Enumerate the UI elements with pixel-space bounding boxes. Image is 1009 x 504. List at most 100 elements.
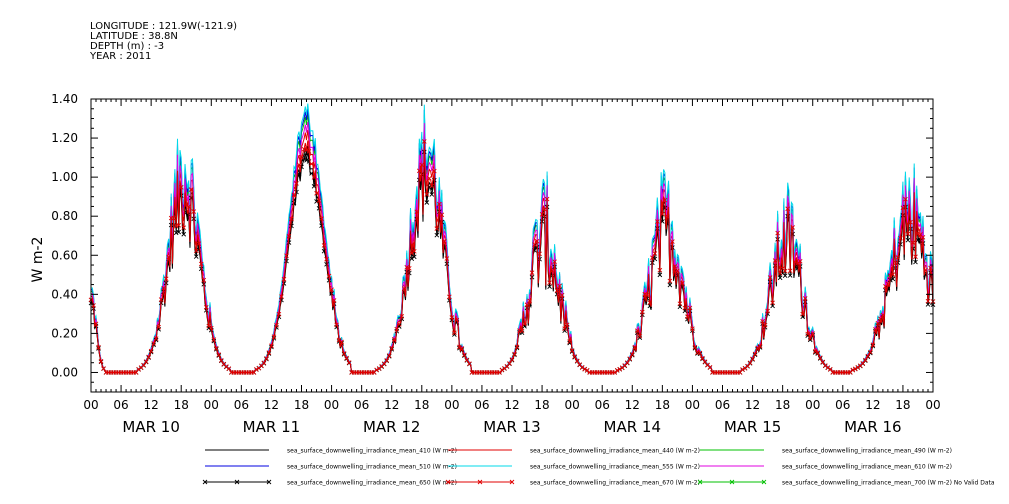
series-point-8 bbox=[314, 191, 319, 196]
series-point-8 bbox=[213, 345, 219, 351]
series-point-8 bbox=[101, 366, 106, 371]
series-point-8 bbox=[176, 223, 182, 228]
series-point-8 bbox=[617, 366, 623, 372]
series-point-8 bbox=[326, 273, 332, 279]
series-point-8 bbox=[261, 360, 267, 366]
series-point-8 bbox=[201, 277, 207, 283]
series-point-8 bbox=[216, 352, 222, 358]
series-point-8 bbox=[452, 330, 457, 336]
series-point-8 bbox=[133, 370, 139, 375]
x-tick-label: 12 bbox=[745, 398, 760, 412]
series-point-8 bbox=[767, 275, 773, 280]
series-point-8 bbox=[850, 367, 856, 373]
series-point-8 bbox=[384, 357, 390, 363]
series-point-8 bbox=[156, 324, 161, 330]
series-point-8 bbox=[401, 286, 407, 291]
series-point-7 bbox=[304, 157, 309, 163]
legend-marker bbox=[477, 479, 483, 485]
series-point-7 bbox=[286, 240, 292, 245]
series-layer bbox=[88, 103, 936, 375]
series-point-8 bbox=[810, 331, 816, 336]
series-point-8 bbox=[93, 321, 99, 327]
series-point-8 bbox=[875, 320, 881, 326]
series-point-8 bbox=[447, 294, 452, 300]
series-point-8 bbox=[396, 321, 402, 327]
series-point-8 bbox=[687, 305, 693, 311]
series-point-8 bbox=[96, 344, 101, 350]
series-point-8 bbox=[462, 352, 467, 358]
series-point-8 bbox=[820, 359, 826, 365]
series-point-7 bbox=[637, 335, 643, 340]
series-point-7 bbox=[787, 273, 793, 278]
series-point-7 bbox=[782, 273, 788, 278]
series-point-8 bbox=[567, 339, 572, 344]
series-point-7 bbox=[316, 206, 322, 211]
series-point-8 bbox=[925, 298, 931, 304]
series-point-7 bbox=[890, 276, 896, 282]
series-point-8 bbox=[424, 192, 430, 197]
series-point-8 bbox=[913, 254, 918, 260]
series-point-8 bbox=[434, 226, 440, 231]
series-point-7 bbox=[429, 192, 435, 197]
legend-entry-3: sea_surface_downwelling_irradiance_mean_… bbox=[700, 448, 952, 455]
series-point-8 bbox=[404, 264, 410, 270]
legend-label: sea_surface_downwelling_irradiance_mean_… bbox=[287, 480, 457, 487]
series-point-7 bbox=[888, 277, 893, 283]
series-point-8 bbox=[908, 219, 913, 225]
legend-marker bbox=[202, 479, 208, 485]
series-point-8 bbox=[920, 235, 926, 240]
legend-layer: sea_surface_downwelling_irradiance_mean_… bbox=[202, 448, 995, 487]
x-tick-label: 12 bbox=[504, 398, 519, 412]
series-point-8 bbox=[755, 345, 760, 351]
series-point-8 bbox=[652, 251, 658, 256]
series-point-8 bbox=[827, 366, 833, 372]
series-point-8 bbox=[860, 360, 866, 366]
legend-label: sea_surface_downwelling_irradiance_mean_… bbox=[287, 464, 457, 471]
legend-marker bbox=[697, 479, 703, 485]
x-tick-label: 06 bbox=[595, 398, 610, 412]
x-tick-label: 18 bbox=[174, 398, 189, 412]
series-point-8 bbox=[667, 278, 673, 284]
series-point-8 bbox=[893, 260, 898, 266]
series-point-8 bbox=[807, 335, 813, 341]
x-tick-label: 12 bbox=[144, 398, 159, 412]
series-point-8 bbox=[449, 315, 455, 320]
series-point-8 bbox=[341, 351, 347, 356]
series-point-8 bbox=[762, 322, 768, 328]
series-point-8 bbox=[817, 355, 823, 361]
series-point-8 bbox=[670, 239, 675, 244]
series-point-8 bbox=[574, 358, 580, 364]
series-line-3 bbox=[90, 114, 934, 373]
series-point-7 bbox=[667, 282, 673, 288]
series-point-8 bbox=[421, 139, 427, 144]
x-tick-label: 00 bbox=[805, 398, 820, 412]
series-point-8 bbox=[672, 264, 678, 269]
x-tick-label: 00 bbox=[685, 398, 700, 412]
legend-label: sea_surface_downwelling_irradiance_mean_… bbox=[782, 480, 995, 487]
series-point-8 bbox=[316, 198, 322, 203]
series-point-8 bbox=[274, 322, 279, 328]
series-point-8 bbox=[391, 336, 397, 342]
x-tick-label: 12 bbox=[625, 398, 640, 412]
series-point-8 bbox=[634, 328, 640, 334]
series-line-8 bbox=[90, 140, 934, 373]
series-point-8 bbox=[777, 271, 783, 276]
series-point-8 bbox=[306, 149, 312, 154]
legend-entry-4: sea_surface_downwelling_irradiance_mean_… bbox=[205, 464, 457, 471]
day-label: MAR 12 bbox=[363, 418, 420, 436]
legend-label: sea_surface_downwelling_irradiance_mean_… bbox=[782, 464, 952, 471]
series-point-7 bbox=[657, 272, 663, 278]
series-point-8 bbox=[136, 366, 141, 372]
series-point-8 bbox=[770, 300, 775, 306]
series-point-8 bbox=[524, 302, 530, 308]
series-point-8 bbox=[311, 175, 317, 180]
series-point-8 bbox=[645, 292, 650, 298]
x-tick-label: 06 bbox=[715, 398, 730, 412]
series-point-8 bbox=[321, 243, 327, 248]
series-point-8 bbox=[419, 162, 425, 168]
series-point-8 bbox=[188, 187, 194, 192]
series-point-8 bbox=[191, 209, 197, 214]
series-point-8 bbox=[549, 268, 555, 274]
series-point-8 bbox=[639, 309, 645, 315]
series-point-8 bbox=[627, 356, 633, 362]
